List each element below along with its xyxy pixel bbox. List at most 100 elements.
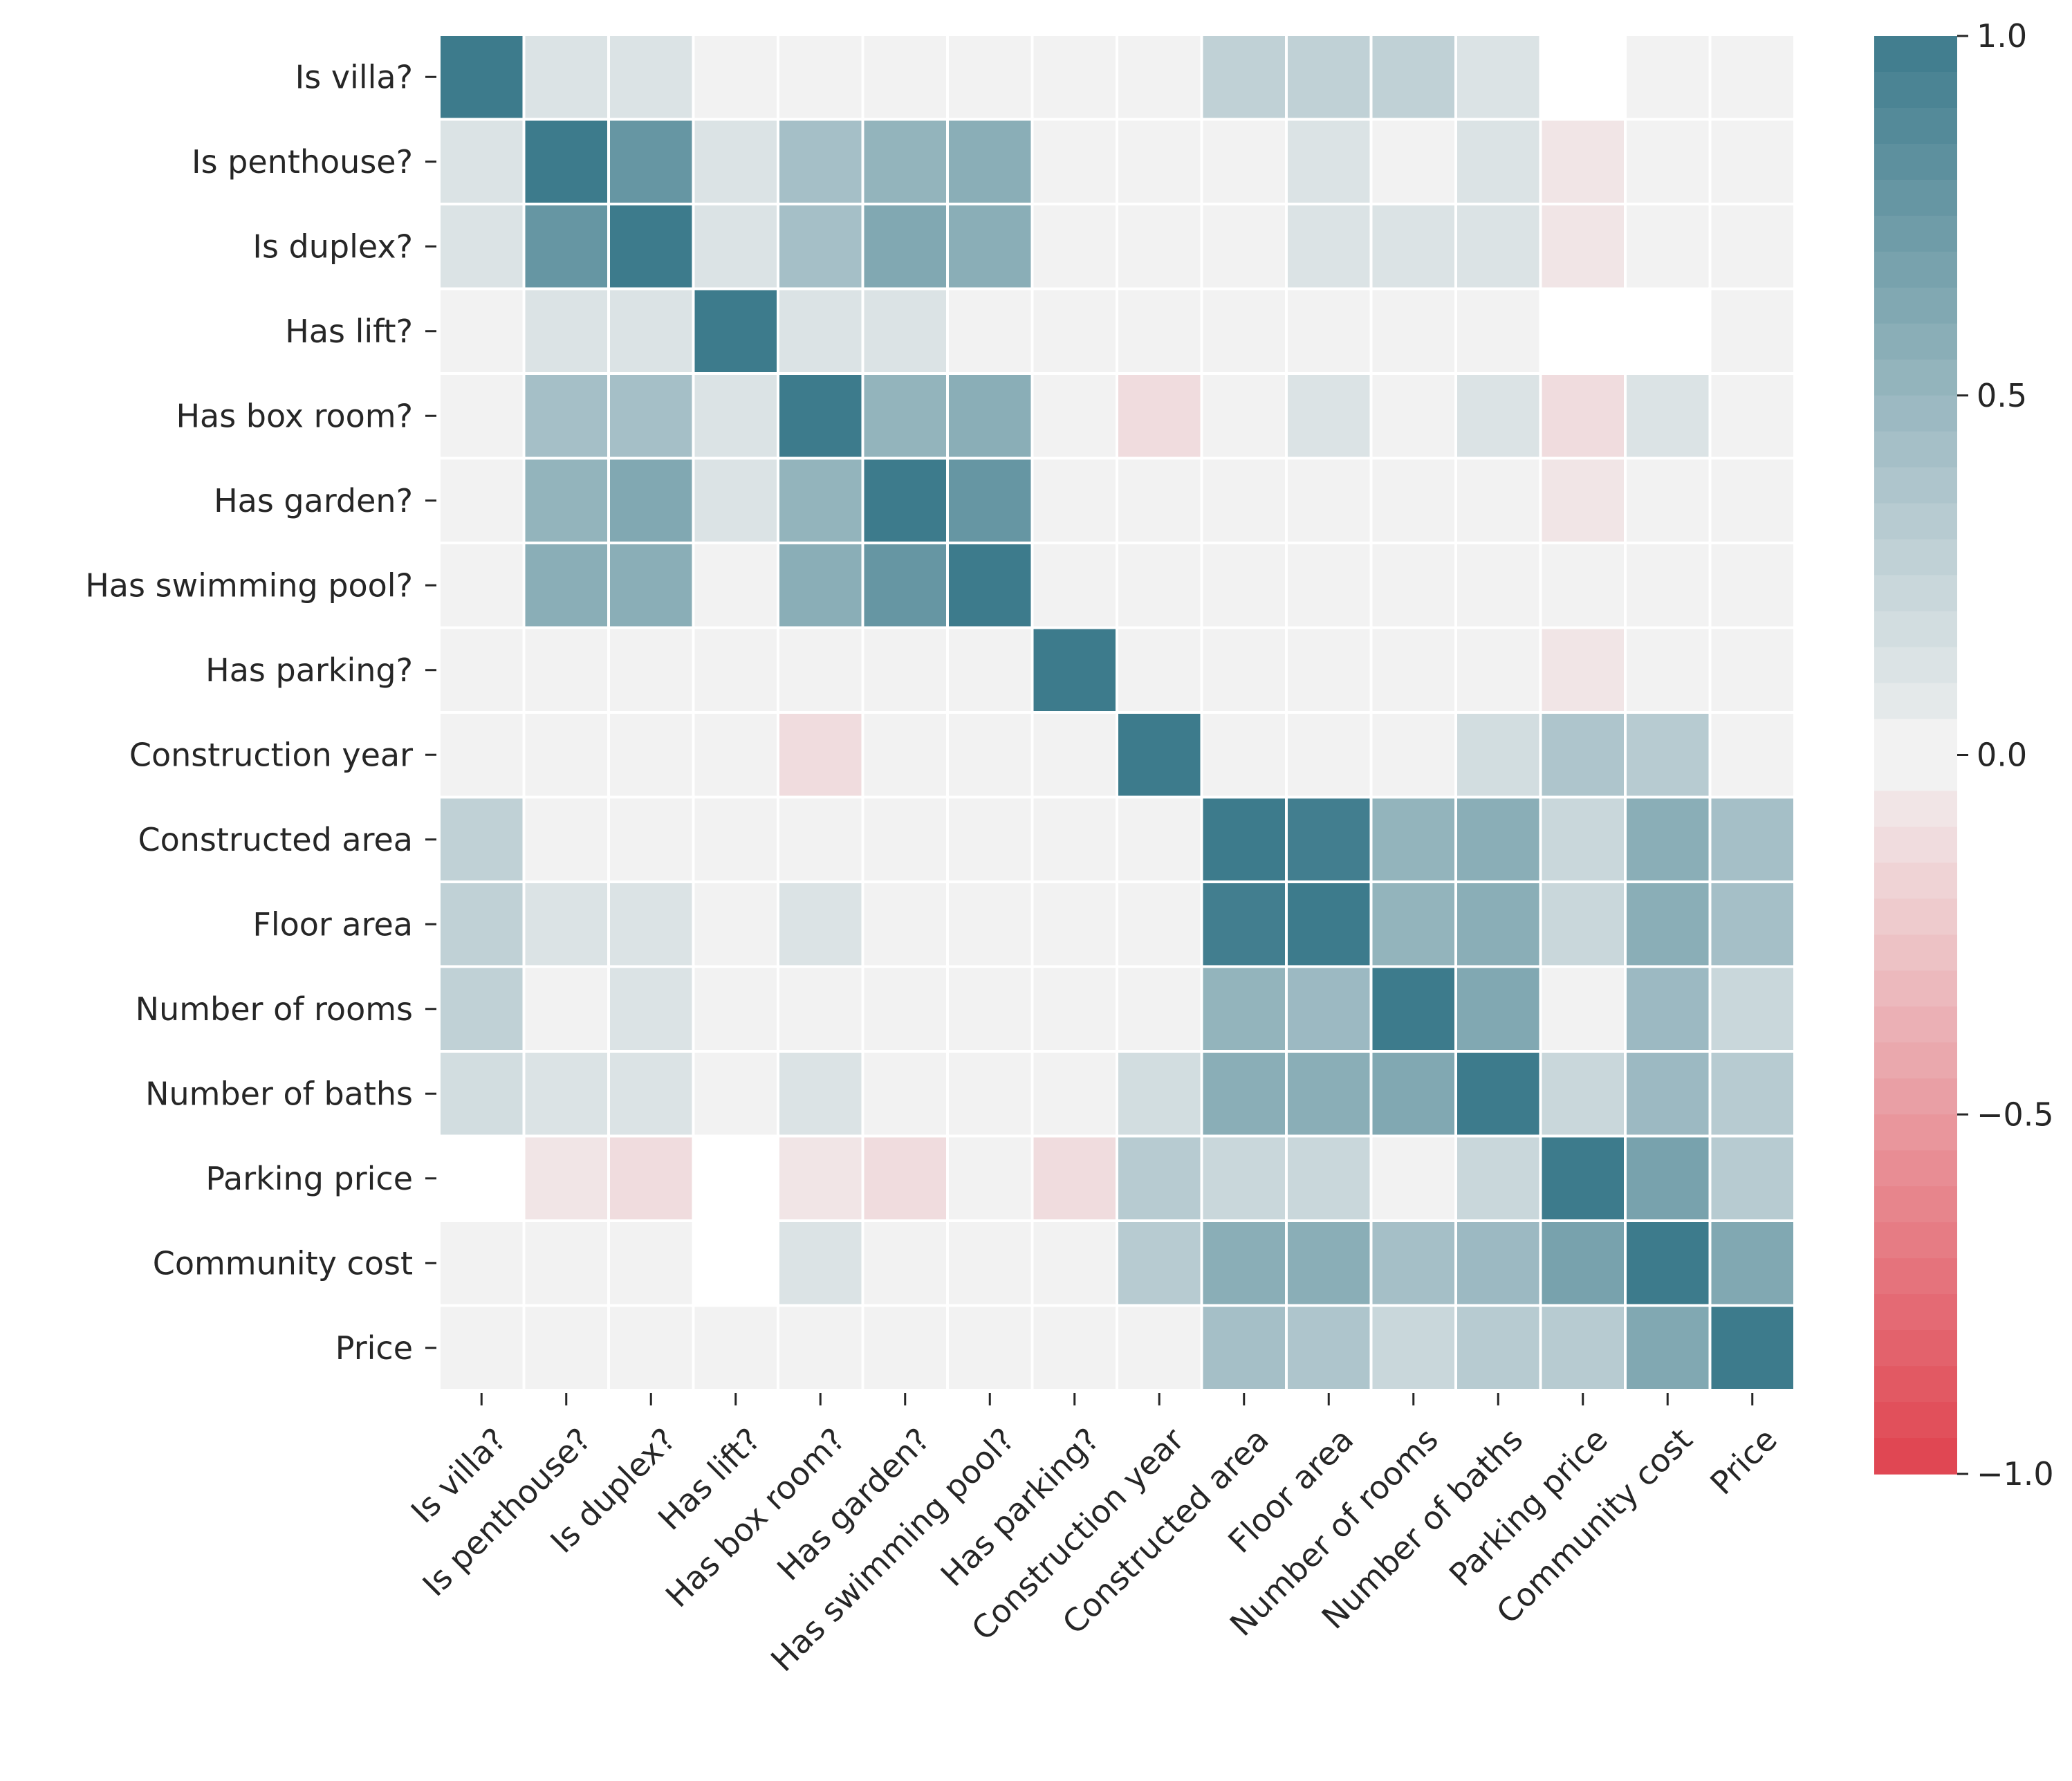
heatmap-cell-r4-c13: [1542, 375, 1624, 457]
heatmap-cell-r14-c9: [1203, 1222, 1285, 1304]
heatmap-cell-r13-c6: [949, 1137, 1031, 1219]
colorbar-segment: [1874, 1438, 1957, 1475]
heatmap-cell-r13-c9: [1203, 1137, 1285, 1219]
heatmap-cell-r12-c12: [1457, 1053, 1539, 1135]
heatmap-cell-r1-c5: [864, 120, 946, 203]
heatmap-cell-r0-c11: [1372, 36, 1454, 118]
heatmap-cell-r3-c12: [1457, 290, 1539, 372]
heatmap-cell-r1-c11: [1372, 120, 1454, 203]
colorbar-segment: [1874, 934, 1957, 972]
heatmap-cell-r15-c0: [441, 1307, 523, 1389]
heatmap-cell-r9-c14: [1627, 798, 1709, 880]
heatmap-cell-r6-c7: [1033, 544, 1116, 627]
heatmap-cell-r9-c0: [441, 798, 523, 880]
heatmap-cell-r13-c10: [1288, 1137, 1370, 1219]
colorbar-segment: [1874, 970, 1957, 1008]
heatmap-cell-r7-c3: [694, 629, 777, 711]
heatmap-cell-r10-c2: [610, 883, 692, 966]
heatmap-cell-r3-c13: [1542, 290, 1624, 372]
heatmap-cell-r2-c9: [1203, 205, 1285, 288]
heatmap-cell-r0-c12: [1457, 36, 1539, 118]
heatmap-cell-r10-c5: [864, 883, 946, 966]
heatmap-cell-r2-c1: [525, 205, 607, 288]
heatmap-cell-r10-c15: [1711, 883, 1793, 966]
heatmap-cell-r10-c11: [1372, 883, 1454, 966]
heatmap-cell-r2-c10: [1288, 205, 1370, 288]
heatmap-cell-r0-c6: [949, 36, 1031, 118]
heatmap-cell-r15-c12: [1457, 1307, 1539, 1389]
heatmap-cell-r2-c14: [1627, 205, 1709, 288]
colorbar-segment: [1874, 179, 1957, 216]
heatmap-cell-r2-c13: [1542, 205, 1624, 288]
y-tick-label: Price: [335, 1329, 413, 1367]
heatmap-cell-r11-c15: [1711, 968, 1793, 1050]
heatmap-cell-r10-c6: [949, 883, 1031, 966]
heatmap-cell-r7-c11: [1372, 629, 1454, 711]
heatmap-cell-r6-c10: [1288, 544, 1370, 627]
heatmap-cell-r2-c0: [441, 205, 523, 288]
heatmap-cell-r13-c13: [1542, 1137, 1624, 1219]
heatmap-cell-r15-c2: [610, 1307, 692, 1389]
colorbar-segment: [1874, 755, 1957, 792]
colorbar-segment: [1874, 1186, 1957, 1223]
heatmap-cell-r3-c15: [1711, 290, 1793, 372]
heatmap-cell-r8-c4: [779, 714, 862, 796]
colorbar-tick-label: −0.5: [1977, 1096, 2054, 1133]
heatmap-cell-r1-c4: [779, 120, 862, 203]
heatmap-cell-r14-c7: [1033, 1222, 1116, 1304]
heatmap-cell-r0-c9: [1203, 36, 1285, 118]
heatmap-cell-r4-c9: [1203, 375, 1285, 457]
heatmap-cell-r2-c11: [1372, 205, 1454, 288]
heatmap-cell-r12-c9: [1203, 1053, 1285, 1135]
colorbar-segment: [1874, 395, 1957, 432]
heatmap-cell-r9-c4: [779, 798, 862, 880]
heatmap-cell-r3-c7: [1033, 290, 1116, 372]
heatmap-cell-r10-c1: [525, 883, 607, 966]
heatmap-cell-r10-c8: [1118, 883, 1201, 966]
heatmap-cell-r5-c6: [949, 459, 1031, 542]
heatmap-cell-r9-c10: [1288, 798, 1370, 880]
heatmap-cell-r6-c0: [441, 544, 523, 627]
colorbar-segment: [1874, 143, 1957, 181]
colorbar-segment: [1874, 611, 1957, 648]
heatmap-cell-r14-c14: [1627, 1222, 1709, 1304]
heatmap-cell-r14-c0: [441, 1222, 523, 1304]
heatmap-cell-r1-c14: [1627, 120, 1709, 203]
heatmap-cell-r2-c8: [1118, 205, 1201, 288]
heatmap-cell-r13-c15: [1711, 1137, 1793, 1219]
heatmap-cell-r5-c7: [1033, 459, 1116, 542]
heatmap-cell-r14-c2: [610, 1222, 692, 1304]
heatmap-cell-r7-c15: [1711, 629, 1793, 711]
heatmap-cell-r0-c2: [610, 36, 692, 118]
colorbar-segment: [1874, 898, 1957, 936]
heatmap-cell-r3-c14: [1627, 290, 1709, 372]
heatmap-cell-r15-c6: [949, 1307, 1031, 1389]
heatmap-cell-r13-c2: [610, 1137, 692, 1219]
heatmap-cell-r10-c7: [1033, 883, 1116, 966]
heatmap-cell-r7-c6: [949, 629, 1031, 711]
heatmap-cell-r7-c0: [441, 629, 523, 711]
heatmap-cell-r10-c14: [1627, 883, 1709, 966]
heatmap-cell-r11-c9: [1203, 968, 1285, 1050]
heatmap-cell-r10-c10: [1288, 883, 1370, 966]
heatmap-cell-r3-c8: [1118, 290, 1201, 372]
y-tick-label: Has lift?: [285, 313, 413, 350]
heatmap-cell-r7-c7: [1033, 629, 1116, 711]
colorbar-tick-label: 1.0: [1977, 17, 2027, 55]
heatmap-cell-r6-c5: [864, 544, 946, 627]
colorbar-segment: [1874, 1222, 1957, 1259]
heatmap-cell-r11-c4: [779, 968, 862, 1050]
heatmap-cell-r5-c4: [779, 459, 862, 542]
heatmap-cell-r12-c8: [1118, 1053, 1201, 1135]
heatmap-cell-r6-c12: [1457, 544, 1539, 627]
heatmap-cell-r4-c4: [779, 375, 862, 457]
heatmap-cell-r12-c11: [1372, 1053, 1454, 1135]
heatmap-cell-r5-c11: [1372, 459, 1454, 542]
heatmap-cell-r2-c5: [864, 205, 946, 288]
heatmap-cell-r8-c10: [1288, 714, 1370, 796]
heatmap-cell-r6-c9: [1203, 544, 1285, 627]
colorbar-segment: [1874, 431, 1957, 468]
heatmap-cell-r4-c8: [1118, 375, 1201, 457]
